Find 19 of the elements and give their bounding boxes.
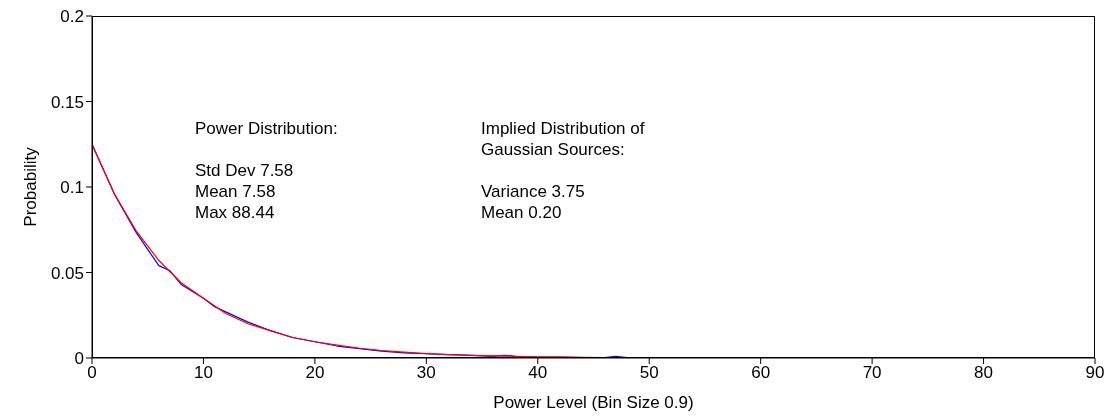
x-axis-title: Power Level (Bin Size 0.9) (493, 393, 694, 412)
x-tick-label: 90 (1085, 363, 1105, 383)
x-tick-label: 20 (305, 363, 325, 383)
y-axis-title: Probability (21, 146, 41, 227)
x-tick-label: 0 (87, 363, 97, 383)
y-tick-label: 0.2 (60, 7, 84, 27)
x-tick-label: 50 (639, 363, 659, 383)
y-tick-label: 0.1 (60, 178, 84, 198)
x-tick-label: 30 (416, 363, 436, 383)
x-tick-label: 10 (193, 363, 213, 383)
x-tick-label: 60 (751, 363, 771, 383)
x-tick-label: 40 (528, 363, 548, 383)
y-tick-label: 0.05 (50, 263, 84, 283)
y-tick-label: 0.15 (50, 92, 84, 112)
x-tick-label: 80 (974, 363, 994, 383)
text: Implied Distribution of Gaussian Sources: Variance 3.75 Mean 0.20 (481, 119, 645, 222)
y-tick-label: 0 (74, 349, 84, 369)
text: Power Distribution: Std Dev 7.58 Mean 7.58 Max 88.44 (195, 119, 338, 222)
x-tick-label: 70 (862, 363, 882, 383)
